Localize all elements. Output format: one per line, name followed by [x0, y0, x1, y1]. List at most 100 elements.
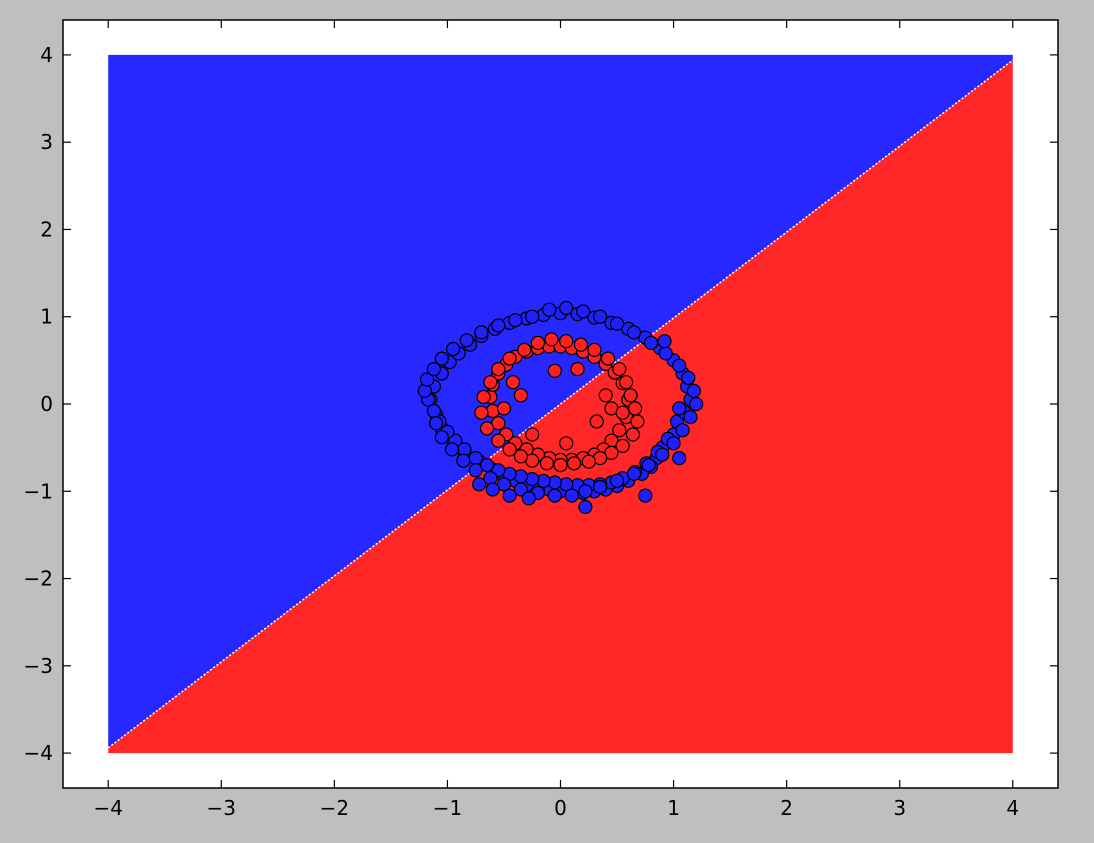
outer-ring-point — [525, 309, 540, 324]
inner-ring-point — [589, 414, 604, 429]
y-tick-label: −4 — [24, 741, 53, 765]
x-tick-label: −2 — [320, 796, 349, 820]
outer-ring-point — [641, 458, 656, 473]
inner-ring-point — [612, 362, 627, 377]
inner-ring-point — [630, 414, 645, 429]
inner-ring-point — [618, 375, 634, 390]
y-tick-label: 2 — [40, 217, 53, 241]
outer-ring-point — [474, 325, 489, 340]
inner-ring-point — [530, 335, 546, 350]
outer-ring-point — [456, 453, 471, 468]
x-tick-label: 4 — [1006, 796, 1019, 820]
inner-ring-point — [491, 433, 506, 448]
inner-ring-point — [544, 332, 559, 347]
y-tick-label: 3 — [40, 130, 53, 154]
outer-ring-point — [429, 416, 444, 431]
inner-ring-point — [553, 458, 568, 473]
outer-ring-point — [689, 396, 704, 412]
inner-ring-point — [539, 456, 555, 471]
y-tick-label: 0 — [40, 392, 53, 416]
inner-ring-point — [627, 401, 643, 416]
inner-ring-point — [625, 427, 641, 442]
x-tick-label: 0 — [554, 796, 567, 820]
outer-ring-point — [643, 335, 659, 350]
outer-ring-point — [502, 488, 517, 503]
y-tick-label: −3 — [24, 654, 53, 678]
inner-ring-point — [600, 351, 616, 366]
inner-ring-point — [612, 423, 627, 438]
outer-ring-point — [426, 362, 441, 377]
decision-boundary — [107, 59, 1014, 749]
outer-ring-point — [521, 491, 536, 506]
outer-ring-point — [609, 316, 625, 331]
x-tick-label: −4 — [93, 796, 122, 820]
outer-ring-point — [434, 430, 449, 445]
outer-ring-point — [592, 309, 608, 324]
data-points — [417, 300, 704, 515]
inner-ring-point — [476, 389, 491, 405]
y-tick-label: −1 — [24, 479, 53, 503]
inner-ring-point — [615, 438, 630, 453]
outer-ring-point — [638, 488, 653, 503]
outer-ring-point — [547, 488, 562, 503]
inner-ring-point — [615, 405, 630, 420]
y-tick-label: 1 — [40, 305, 53, 329]
outer-ring-point — [575, 304, 591, 319]
axis-ticks: −4 −3 −2 −1 0 1 2 3 4 −4 −3 −2 −1 0 1 2 3 4 — [24, 20, 1058, 820]
inner-ring-point — [581, 454, 596, 469]
outer-ring-point — [468, 463, 483, 478]
outer-ring-point — [459, 333, 474, 348]
inner-ring-point — [517, 342, 532, 357]
outer-ring-point — [578, 499, 593, 515]
inner-ring-point — [483, 375, 498, 390]
outer-ring-point — [683, 410, 698, 425]
inner-ring-point — [559, 436, 574, 451]
decision-regions — [107, 54, 1014, 754]
outer-ring-point — [468, 451, 483, 466]
outer-ring-point — [446, 341, 461, 357]
outer-ring-point — [657, 334, 672, 349]
outer-ring-point — [681, 370, 696, 385]
outer-ring-point — [434, 351, 449, 366]
inner-ring-point — [479, 421, 495, 436]
inner-ring-point — [559, 334, 574, 349]
x-tick-label: 2 — [780, 796, 793, 820]
inner-ring-point — [623, 388, 638, 403]
inner-ring-point — [598, 388, 613, 403]
inner-ring-point — [502, 442, 517, 457]
outer-ring-point — [513, 482, 529, 497]
outer-ring-point — [444, 442, 460, 457]
x-tick-label: −3 — [207, 796, 236, 820]
inner-ring-point — [587, 342, 602, 357]
outer-ring-point — [666, 436, 681, 451]
inner-ring-point — [513, 388, 529, 403]
outer-ring-point — [491, 318, 506, 333]
red-region — [108, 60, 1013, 754]
blue-region — [108, 54, 1013, 748]
outer-ring-point — [417, 383, 432, 398]
outer-ring-point — [578, 484, 593, 499]
y-tick-label: 4 — [40, 43, 53, 67]
outer-ring-point — [672, 358, 687, 373]
outer-ring-point — [626, 466, 642, 481]
inner-ring-point — [474, 405, 489, 420]
inner-ring-point — [505, 375, 521, 390]
outer-ring-point — [655, 447, 670, 462]
inner-ring-point — [573, 337, 589, 352]
inner-ring-point — [496, 401, 512, 416]
outer-ring-point — [609, 473, 625, 488]
outer-ring-point — [420, 372, 435, 387]
inner-ring-point — [491, 362, 506, 377]
inner-ring-point — [502, 351, 517, 366]
outer-ring-point — [472, 477, 487, 492]
outer-ring-point — [626, 325, 642, 340]
outer-ring-point — [592, 479, 608, 494]
outer-ring-point — [658, 346, 673, 361]
outer-ring-point — [675, 423, 690, 438]
outer-ring-point — [559, 300, 574, 316]
y-tick-label: −2 — [24, 567, 53, 591]
inner-ring-point — [566, 456, 582, 471]
outer-ring-point — [508, 313, 523, 328]
